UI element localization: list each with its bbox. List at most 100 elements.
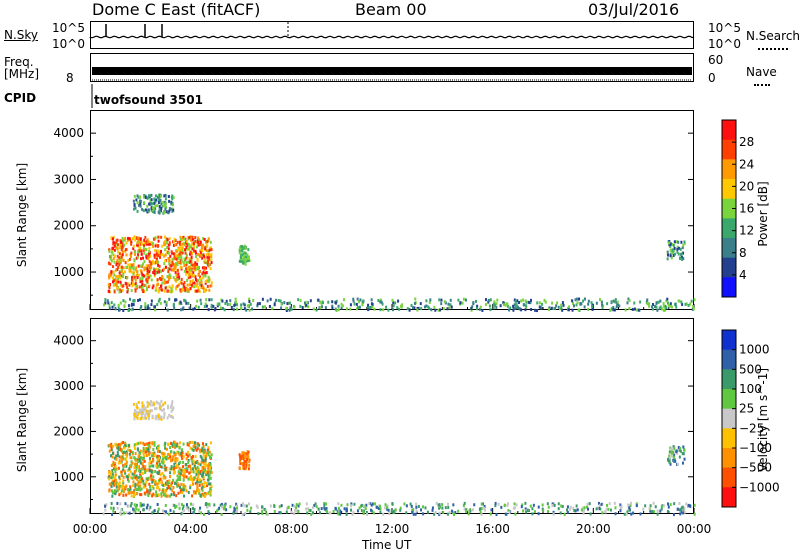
radar-echo <box>178 475 181 479</box>
radar-echo <box>161 457 164 461</box>
radar-echo <box>235 502 238 506</box>
radar-echo <box>132 272 135 276</box>
radar-echo <box>575 297 578 301</box>
radar-echo <box>124 462 127 466</box>
radar-echo <box>113 241 116 245</box>
radar-echo <box>108 306 111 310</box>
radar-echo <box>489 298 492 302</box>
radar-echo <box>176 482 179 486</box>
radar-echo <box>142 256 145 260</box>
radar-echo <box>165 455 168 459</box>
radar-echo <box>188 441 191 445</box>
radar-echo <box>175 504 178 508</box>
radar-echo <box>131 490 134 494</box>
radar-echo <box>339 509 342 513</box>
radar-echo <box>552 510 555 514</box>
radar-echo <box>610 307 613 311</box>
radar-echo <box>343 507 346 511</box>
radar-echo <box>172 276 175 280</box>
nsearch-label: N.Search <box>746 29 800 43</box>
radar-echo <box>150 208 153 212</box>
radar-echo <box>181 456 184 460</box>
radar-echo <box>140 476 143 480</box>
radar-echo <box>182 306 185 310</box>
radar-echo <box>155 400 158 404</box>
radar-echo <box>180 308 183 312</box>
radar-echo <box>405 511 408 515</box>
radar-echo <box>670 305 673 309</box>
radar-echo <box>182 465 185 469</box>
radar-echo <box>539 305 542 309</box>
radar-echo <box>180 468 183 472</box>
radar-echo <box>128 467 131 471</box>
radar-echo <box>536 309 539 313</box>
radar-echo <box>152 244 155 248</box>
radar-echo <box>154 271 157 275</box>
radar-echo <box>120 257 123 261</box>
radar-echo <box>199 472 202 476</box>
radar-echo <box>118 260 121 264</box>
radar-echo <box>124 444 127 448</box>
radar-echo <box>120 289 123 293</box>
radar-echo <box>669 248 672 252</box>
radar-echo <box>120 449 123 453</box>
radar-echo <box>137 465 140 469</box>
radar-echo <box>110 254 113 258</box>
radar-echo <box>674 302 677 306</box>
radar-echo <box>639 512 642 516</box>
radar-echo <box>379 510 382 514</box>
radar-echo <box>179 288 182 292</box>
radar-echo <box>108 283 111 287</box>
radar-echo <box>197 273 200 277</box>
radar-echo <box>162 476 165 480</box>
radar-echo <box>127 504 130 508</box>
radar-echo <box>139 277 142 281</box>
radar-echo <box>144 483 147 487</box>
radar-echo <box>680 300 683 304</box>
radar-echo <box>128 257 131 261</box>
radar-echo <box>161 408 164 412</box>
radar-echo <box>187 276 190 280</box>
radar-echo <box>206 255 209 259</box>
radar-echo <box>223 308 226 312</box>
radar-echo <box>194 261 197 265</box>
radar-echo <box>182 504 185 508</box>
radar-echo <box>437 308 440 312</box>
radar-echo <box>153 210 156 214</box>
radar-echo <box>107 301 110 305</box>
radar-echo <box>191 462 194 466</box>
radar-echo <box>165 303 168 307</box>
radar-echo <box>200 487 203 491</box>
radar-echo <box>626 510 629 514</box>
radar-echo <box>571 299 574 303</box>
radar-echo <box>240 503 243 507</box>
radar-echo <box>392 304 395 308</box>
colorbar-frame <box>721 329 737 508</box>
radar-echo <box>193 285 196 289</box>
radar-echo <box>392 509 395 513</box>
radar-echo <box>200 286 203 290</box>
y-tick-label: 1000 <box>53 470 84 484</box>
radar-echo <box>193 510 196 514</box>
radar-echo <box>628 508 631 512</box>
radar-echo <box>130 308 133 312</box>
radar-echo <box>139 473 142 477</box>
radar-echo <box>119 280 122 284</box>
radar-echo <box>637 308 640 312</box>
radar-echo <box>162 454 165 458</box>
radar-echo <box>208 264 211 268</box>
radar-echo <box>133 476 136 480</box>
radar-echo <box>148 445 151 449</box>
radar-echo <box>173 237 176 241</box>
radar-echo <box>203 481 206 485</box>
radar-echo <box>169 207 172 211</box>
radar-echo <box>120 441 123 445</box>
radar-echo <box>245 255 248 259</box>
radar-echo <box>314 502 317 506</box>
radar-echo <box>598 298 601 302</box>
radar-echo <box>203 289 206 293</box>
radar-echo <box>122 250 125 254</box>
radar-echo <box>177 483 180 487</box>
radar-echo <box>312 307 315 311</box>
radar-echo <box>200 511 203 515</box>
